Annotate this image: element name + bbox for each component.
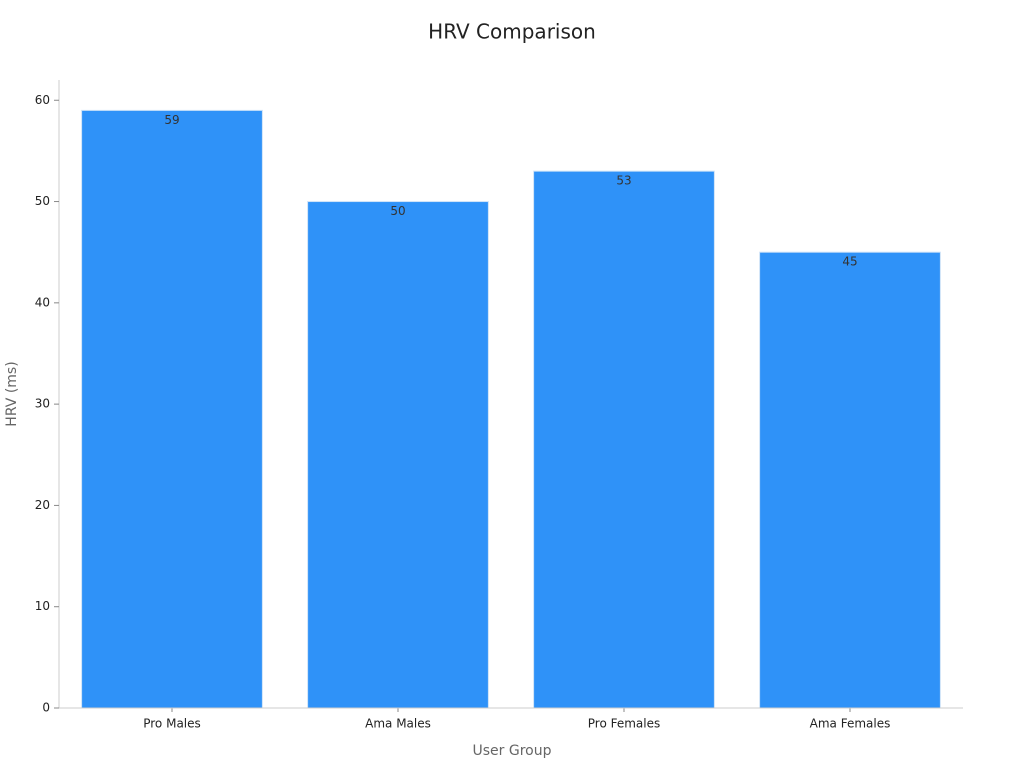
bar xyxy=(759,251,941,709)
x-tick-label: Pro Males xyxy=(143,717,201,731)
chart-title: HRV Comparison xyxy=(428,20,596,44)
x-tick-label: Ama Males xyxy=(365,717,431,731)
y-tick-label: 40 xyxy=(35,295,50,309)
y-tick-label: 0 xyxy=(42,701,50,715)
y-tick-label: 10 xyxy=(35,599,50,613)
y-tick-label: 30 xyxy=(35,397,50,411)
y-tick-label: 60 xyxy=(35,93,50,107)
x-axis-label: User Group xyxy=(473,743,552,759)
x-tick-label: Pro Females xyxy=(588,717,661,731)
y-tick-label: 20 xyxy=(35,498,50,512)
y-axis-label: HRV (ms) xyxy=(4,361,20,426)
x-tick-label: Ama Females xyxy=(810,717,891,731)
data-label: 50 xyxy=(390,204,405,218)
bar xyxy=(533,170,715,709)
bar xyxy=(81,109,263,709)
y-tick-label: 50 xyxy=(35,194,50,208)
data-label: 53 xyxy=(616,174,631,188)
data-label: 59 xyxy=(164,113,179,127)
data-label: 45 xyxy=(842,255,857,269)
bar xyxy=(307,201,489,709)
